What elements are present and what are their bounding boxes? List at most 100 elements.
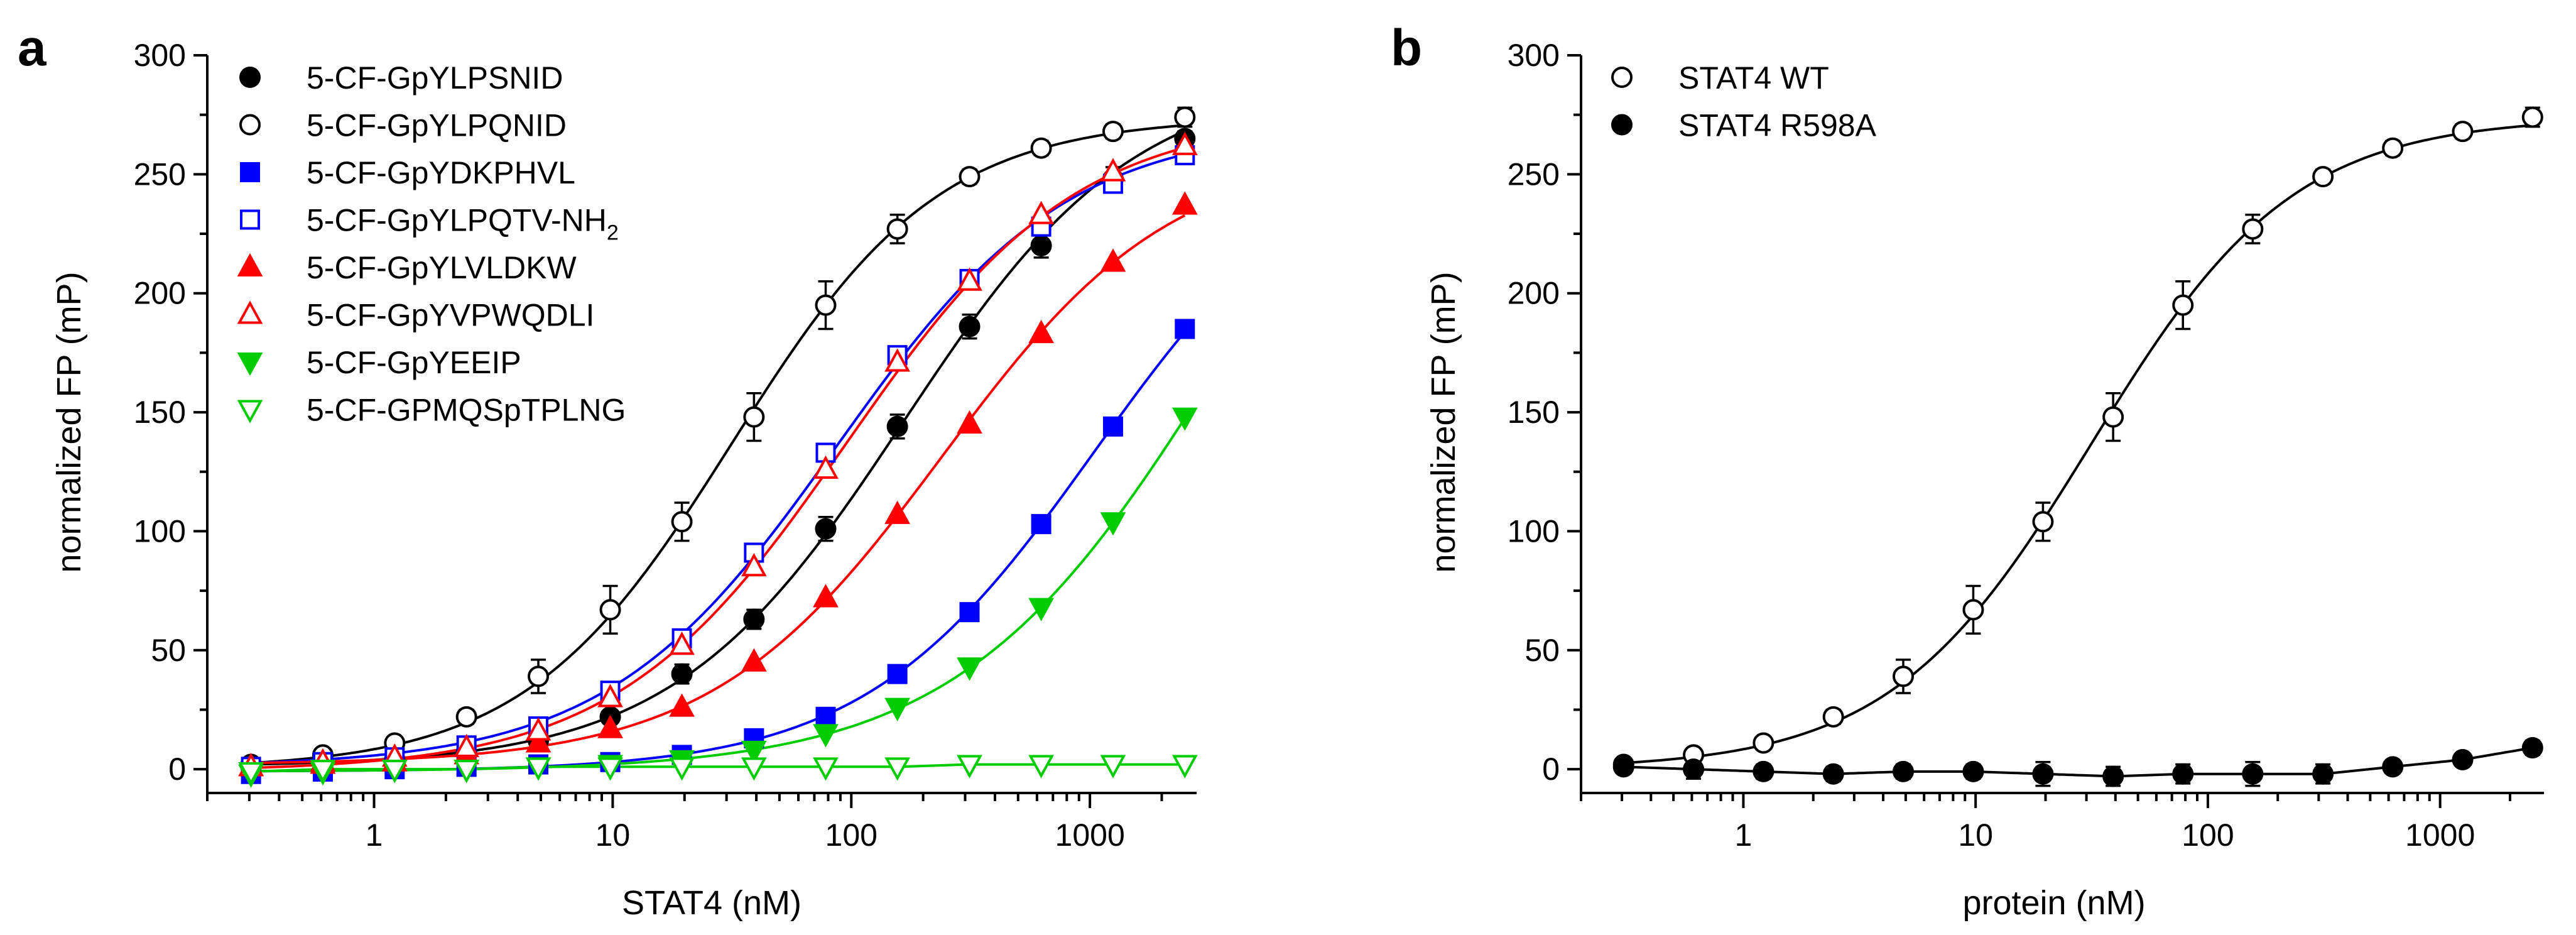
panel-a-legend: 5-CF-GpYLPSNID 5-CF-GpYLPQNID 5-CF-GpYDKPH…	[237, 60, 626, 428]
panel-a-legend-label-5-cf-gpydkphvl: 5-CF-GpYDKPHVL	[307, 155, 575, 190]
panel-b-data-point-stat4-r598a	[1753, 760, 1774, 782]
panel-b-markers	[1612, 106, 2543, 787]
panel-b-x-tick-label: 100	[2182, 817, 2234, 853]
panel-a-x-axis-label: STAT4 (nM)	[622, 884, 802, 922]
panel-a-legend-label-5-cf-gpylpqtv-nh2: 5-CF-GpYLPQTV-NH2	[307, 203, 619, 245]
panel-a-data-point-5-cf-gpylpsnid	[815, 518, 837, 540]
panel-a-data-point-5-cf-gpmqsptplng	[597, 757, 623, 781]
panel-a-legend-label-5-cf-gpyvpwqdli: 5-CF-GpYVPWQDLI	[307, 298, 594, 333]
panel-a-legend-marker-5-cf-gpylpsnid	[239, 67, 261, 88]
panel-b-legend-label-main: STAT4 R598A	[1678, 108, 1877, 143]
panel-b-legend-label-stat4-r598a: STAT4 R598A	[1678, 108, 1877, 143]
panel-a-data-point-5-cf-gpylpqnid	[886, 218, 908, 240]
panel-a-data-point-5-cf-gpyvpwqdli	[741, 553, 767, 577]
panel-a-data-point-5-cf-gpylpqnid	[599, 599, 621, 621]
panel-a-data-point-5-cf-gpmqsptplng	[454, 760, 480, 784]
panel-a-legend-marker-5-cf-gpylpqnid	[239, 114, 261, 136]
panel-a-data-point-5-cf-gpyeeip	[1171, 407, 1198, 431]
panel-a-data-point-5-cf-gpmqsptplng	[957, 755, 982, 779]
panel-a-data-point-5-cf-gpyeeip	[813, 724, 839, 748]
panel-a-axes: 0 50 100 150 200 250 300 1 10 100 1000	[134, 38, 1197, 853]
panel-a-data-point-5-cf-gpylvldkw	[1171, 191, 1198, 215]
panel-a-fit-curve-5-cf-gpyvpwqdli	[249, 146, 1185, 770]
panel-a-y-tick-label: 0	[168, 752, 186, 787]
panel-b-data-point-stat4-wt	[2032, 511, 2054, 533]
panel-a-data-point-5-cf-gpylpqnid	[815, 294, 837, 316]
panel-a-data-point-5-cf-gpylpqnid	[1102, 121, 1124, 143]
panel-b-y-axis-label: normalized FP (mP)	[1425, 271, 1462, 572]
panel-b-data-point-stat4-wt	[2242, 218, 2264, 240]
panel-a-data-point-5-cf-gpyvpwqdli	[597, 684, 623, 708]
panel-b-legend: STAT4 WT STAT4 R598A	[1611, 60, 1877, 143]
panel-b-data-point-stat4-r598a	[2382, 756, 2404, 778]
panel-b-x-tick-label: 10	[1958, 817, 1993, 853]
panel-b-y-tick-label: 300	[1508, 38, 1560, 73]
panel-b-data-point-stat4-r598a	[2312, 763, 2334, 785]
panel-a-y-tick-label: 50	[151, 633, 186, 668]
panel-a-data-point-5-cf-gpyvpwqdli	[669, 632, 695, 655]
panel-a-data-point-5-cf-gpyvpwqdli	[1100, 158, 1126, 182]
panel-a-data-point-5-cf-gpylvldkw	[1100, 248, 1126, 272]
panel-a-data-point-5-cf-gpylvldkw	[957, 410, 982, 434]
panel-a-data-point-5-cf-gpydkphvl	[1175, 319, 1195, 339]
panel-b-y-tick-label: 250	[1508, 156, 1560, 192]
panel-a-data-point-5-cf-gpmqsptplng	[741, 757, 767, 781]
panel-a-y-tick-label: 250	[134, 156, 186, 192]
panel-b-data-point-stat4-r598a	[2172, 763, 2194, 785]
panel-a-data-point-5-cf-gpmqsptplng	[884, 757, 911, 781]
panel-b-data-point-stat4-wt	[2172, 294, 2194, 316]
panel-a-data-point-5-cf-gpylpsnid	[743, 608, 765, 630]
panel-b-x-tick-label: 1000	[2405, 817, 2475, 853]
panel-b-data-point-stat4-r598a	[2242, 763, 2264, 785]
panel-a-data-point-5-cf-gpydkphvl	[1031, 514, 1052, 535]
panel-a-legend-marker-5-cf-gpylvldkw	[237, 253, 263, 276]
panel-a-legend-label-main: 5-CF-GpYLPSNID	[307, 60, 563, 96]
panel-a-data-point-5-cf-gpmqsptplng	[525, 757, 552, 781]
panel-b-data-point-stat4-r598a	[1683, 758, 1705, 780]
panel-a-data-point-5-cf-gpyvpwqdli	[813, 455, 839, 479]
panel-a-data-point-5-cf-gpyvpwqdli	[957, 267, 982, 291]
panel-b-data-point-stat4-wt	[1892, 665, 1914, 687]
panel-a-data-point-5-cf-gpyeeip	[741, 740, 767, 764]
panel-a-data-point-5-cf-gpylpqnid	[1174, 106, 1196, 128]
panel-a-legend-label-subscript: 2	[607, 221, 619, 245]
panel-a-data-point-5-cf-gpmqsptplng	[310, 760, 336, 784]
panel-a-legend-marker-5-cf-gpydkphvl	[240, 162, 260, 182]
panel-b-error-bars	[1686, 106, 2540, 787]
panel-a-data-point-5-cf-gpmqsptplng	[1171, 755, 1198, 779]
panel-a-data-point-5-cf-gpylvldkw	[813, 584, 839, 608]
panel-a-data-point-5-cf-gpylpqnid	[671, 511, 693, 533]
panel-b-data-point-stat4-wt	[2312, 166, 2334, 188]
panel-a-data-point-5-cf-gpyeeip	[884, 697, 911, 721]
panel-b-data-point-stat4-r598a	[1612, 756, 1634, 778]
panel-b-data-point-stat4-wt	[2452, 121, 2474, 143]
panel-b-data-point-stat4-wt	[2102, 406, 2124, 428]
panel-a-data-point-5-cf-gpyvpwqdli	[454, 733, 480, 758]
panel-a-legend-label-main: 5-CF-GpYLPQNID	[307, 108, 567, 143]
panel-a-data-point-5-cf-gpydkphvl	[887, 664, 908, 684]
panel-a-data-point-5-cf-gpylvldkw	[741, 648, 767, 672]
panel-b-fit-curve-stat4-wt	[1621, 124, 2533, 765]
panel-a-x-tick-label: 100	[825, 817, 878, 853]
panel-a-data-point-5-cf-gpylpsnid	[886, 415, 908, 437]
panel-a-data-point-5-cf-gpydkphvl	[815, 706, 836, 727]
panel-b-data-point-stat4-r598a	[1892, 760, 1914, 782]
panel-a-legend-label-5-cf-gpylpqnid: 5-CF-GpYLPQNID	[307, 108, 567, 143]
panel-a-markers	[238, 106, 1198, 788]
panel-a-data-point-5-cf-gpylvldkw	[884, 500, 911, 524]
panel-a-legend-label-main: 5-CF-GpYVPWQDLI	[307, 298, 594, 333]
panel-a-data-point-5-cf-gpyvpwqdli	[1028, 200, 1054, 224]
panel-a-data-point-5-cf-gpyeeip	[1028, 598, 1054, 621]
panel-a-y-tick-label: 200	[134, 276, 186, 311]
panel-b-data-point-stat4-r598a	[1962, 760, 1984, 782]
panel-a-data-point-5-cf-gpylpsnid	[1030, 234, 1052, 256]
panel-a-y-tick-label: 100	[134, 513, 186, 549]
panel-a-data-point-5-cf-gpylvldkw	[597, 714, 623, 738]
panel-a-data-point-5-cf-gpylvldkw	[525, 729, 552, 753]
panel-a-y-axis-label: normalized FP (mP)	[50, 271, 88, 572]
panel-a-fit-curve-5-cf-gpyeeip	[249, 417, 1186, 773]
panel-a-data-point-5-cf-gpylvldkw	[669, 693, 695, 717]
panel-a-x-tick-label: 1	[366, 817, 383, 853]
